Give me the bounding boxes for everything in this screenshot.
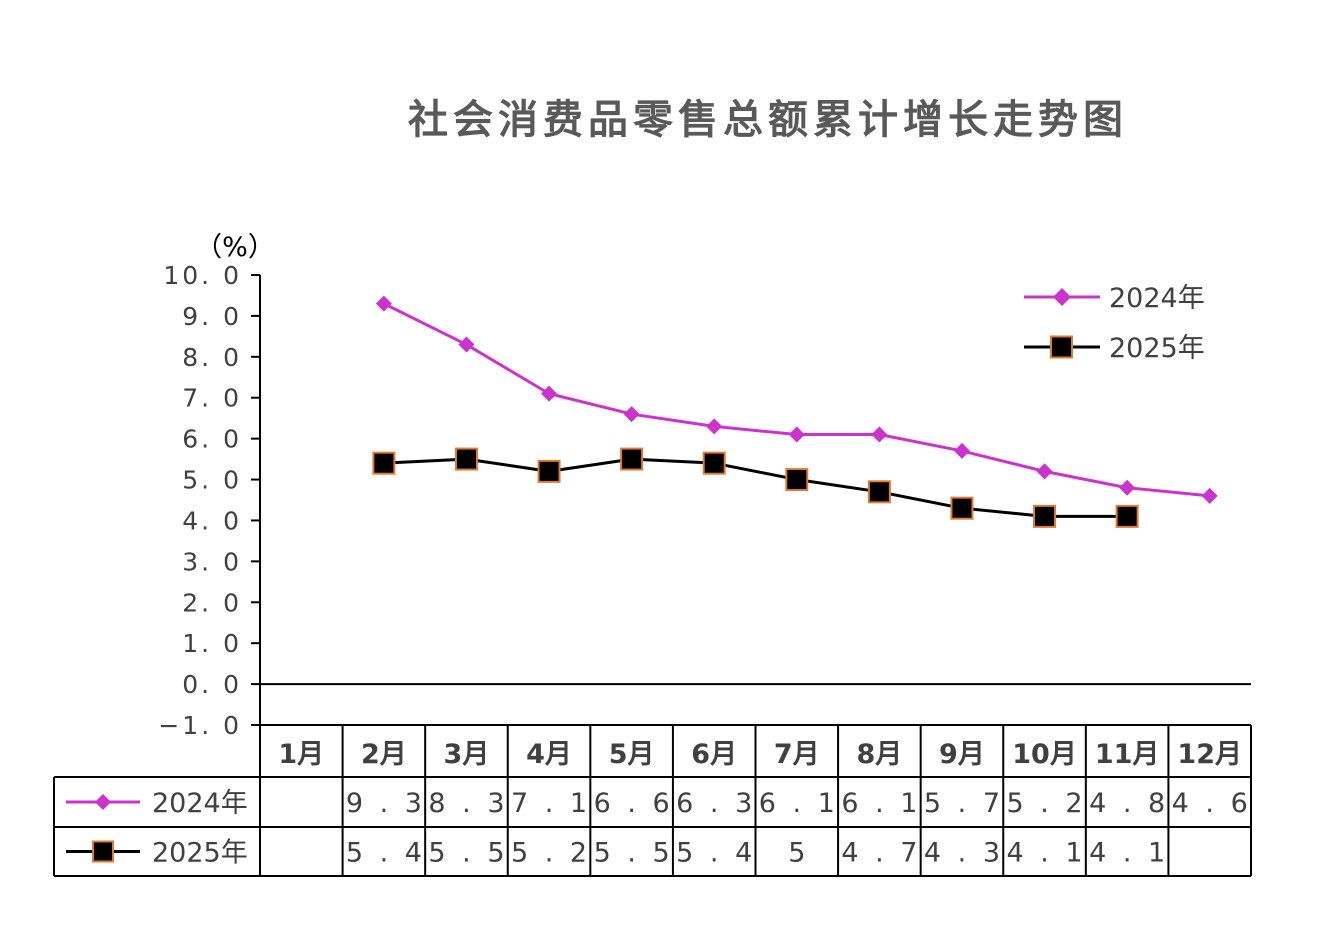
table-row-label: 2025年 [152, 838, 248, 869]
table-cell-value: 9 . 3 [346, 788, 426, 819]
table-row-key-diamond [95, 794, 111, 810]
y-tick-label: 4. 0 [182, 506, 242, 535]
table-cell-value: 5 . 5 [594, 838, 674, 869]
month-label: 12月 [1177, 739, 1242, 770]
legend-label: 2024年 [1109, 283, 1205, 314]
data-point-diamond [541, 385, 558, 402]
table-cell-value: 4 . 8 [1089, 788, 1169, 819]
y-tick-label: 5. 0 [182, 466, 242, 495]
y-tick-label: 8. 0 [182, 343, 242, 372]
data-point-diamond [1036, 463, 1053, 480]
table-cell-value: 5 . 5 [428, 838, 508, 869]
month-label: 1月 [278, 739, 324, 770]
table-cell-value: 5 . 2 [1006, 788, 1086, 819]
table-cell-value: 4 . 7 [841, 838, 921, 869]
data-point-diamond [458, 336, 475, 353]
table-cell-value: 8 . 3 [428, 788, 508, 819]
chart-title: 社会消费品零售总额累计增长走势图 [408, 97, 1128, 143]
table-cell-value: 5 [788, 838, 809, 869]
data-point-square [620, 447, 644, 471]
table-cell-value: 6 . 1 [759, 788, 839, 819]
series-layer [372, 295, 1218, 528]
y-tick-label: 3. 0 [182, 547, 242, 576]
series-2 [372, 447, 1139, 528]
data-point-diamond [871, 426, 888, 443]
table-cell-value: 7 . 1 [511, 788, 591, 819]
data-point-diamond [623, 406, 640, 423]
data-point-square [537, 459, 561, 483]
month-label: 9月 [939, 739, 985, 770]
table-cell-value: 6 . 6 [594, 788, 674, 819]
y-tick-label: 10. 0 [163, 261, 242, 290]
data-point-square [702, 451, 726, 475]
legend-square [1050, 335, 1073, 359]
table-cell-value: 4 . 1 [1089, 838, 1169, 869]
y-tick-label: 6. 0 [182, 425, 242, 454]
y-tick-label: 0. 0 [182, 670, 242, 699]
month-label: 11月 [1095, 739, 1160, 770]
series-line [383, 457, 1128, 518]
y-tick-label: 7. 0 [182, 384, 242, 413]
y-axis-unit: （%） [195, 232, 275, 263]
data-point-diamond [1119, 479, 1136, 496]
table-cell-value: 5 . 7 [924, 788, 1004, 819]
month-label: 5月 [609, 739, 655, 770]
y-tick-label: 1. 0 [182, 629, 242, 658]
data-point-square [1033, 504, 1057, 528]
month-label: 2月 [361, 739, 407, 770]
data-point-diamond [1201, 487, 1218, 504]
series-line [383, 302, 1210, 498]
legend-diamond [1053, 288, 1071, 306]
table-cell-value: 5 . 4 [346, 838, 426, 869]
data-point-square [372, 451, 396, 475]
legend: 2024年 2025年 [1024, 283, 1205, 364]
month-label: 4月 [526, 739, 572, 770]
legend-label: 2025年 [1109, 333, 1205, 364]
table-row-label: 2024年 [152, 788, 248, 819]
data-point-diamond [953, 442, 970, 459]
table-row-key-square [92, 840, 114, 863]
month-label: 8月 [856, 739, 902, 770]
series-1 [375, 295, 1218, 504]
data-point-square [454, 447, 478, 471]
month-label: 10月 [1012, 739, 1077, 770]
data-point-diamond [375, 295, 392, 312]
month-label: 7月 [774, 739, 820, 770]
table-cell-value: 6 . 1 [841, 788, 921, 819]
data-point-square [1115, 504, 1139, 528]
table-cell-value: 4 . 6 [1172, 788, 1252, 819]
table-cell-value: 6 . 3 [676, 788, 756, 819]
y-tick-label: −1. 0 [158, 711, 242, 740]
table-cell-value: 4 . 1 [1006, 838, 1086, 869]
data-point-square [950, 496, 974, 520]
y-tick-label: 2. 0 [182, 588, 242, 617]
data-point-square [785, 468, 809, 492]
data-point-square [867, 480, 891, 504]
month-label: 3月 [444, 739, 490, 770]
y-tick-label: 9. 0 [182, 302, 242, 331]
table-cell-value: 5 . 4 [676, 838, 756, 869]
table-cell-value: 4 . 3 [924, 838, 1004, 869]
month-label: 6月 [691, 739, 737, 770]
data-point-diamond [788, 426, 805, 443]
table-cell-value: 5 . 2 [511, 838, 591, 869]
axes: 10. 0 9. 0 8. 0 7. 0 6. 0 5. 0 4. 0 3. 0 2. 0 1. … [158, 261, 1251, 777]
data-point-diamond [706, 418, 723, 435]
